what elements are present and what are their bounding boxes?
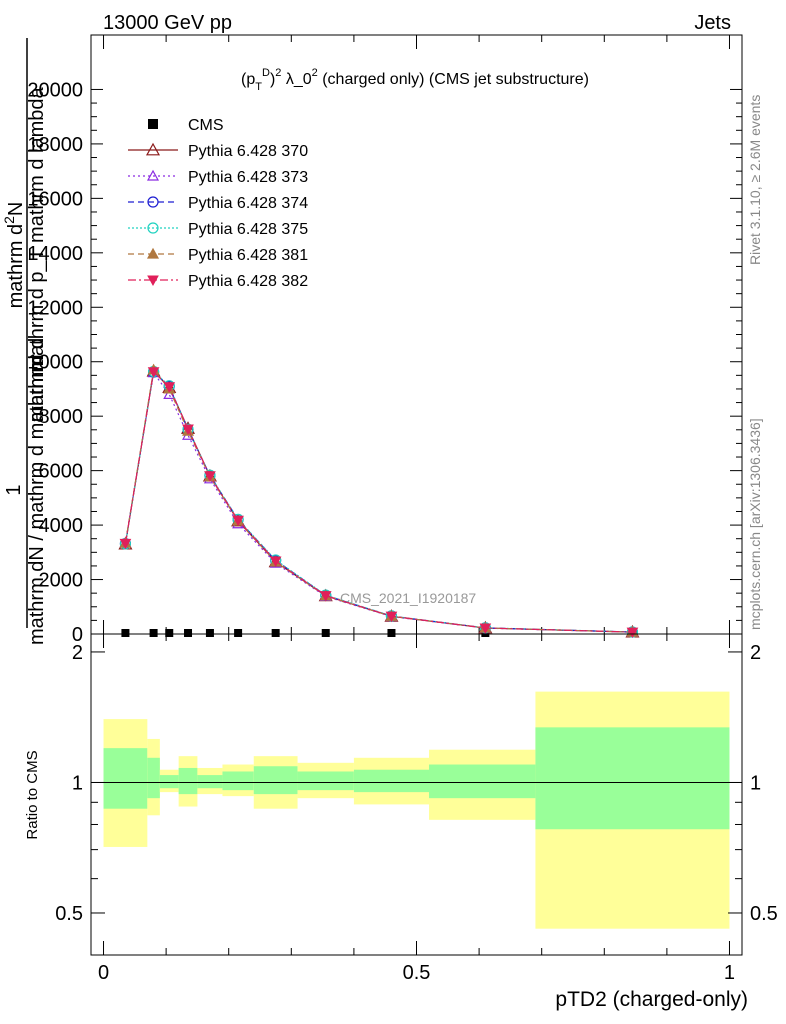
ratio-ytick-label: 1 <box>72 772 83 794</box>
series-point <box>182 424 194 436</box>
ratio-y-label: Ratio to CMS <box>24 750 41 839</box>
series-point <box>163 382 176 393</box>
x-axis-label: pTD2 (charged-only) <box>555 988 748 1011</box>
ratio-ytick-label: 2 <box>72 642 83 664</box>
legend-label: Pythia 6.428 373 <box>188 169 308 186</box>
main-ytick-label: 2000 <box>39 570 84 592</box>
ratio-band-green <box>353 769 430 793</box>
cms-point <box>165 629 174 637</box>
ratio-band-green <box>159 775 179 789</box>
main-ytick-label: 0 <box>72 624 83 646</box>
ratio-band-green <box>253 766 298 795</box>
ratio-panel: 0.5 0.51 12 2 0 0.5 1 <box>55 633 778 984</box>
series-point <box>626 627 639 639</box>
ratio-ytick-label-right: 2 <box>750 642 761 664</box>
header-right: Jets <box>694 12 731 34</box>
legend-label: Pythia 6.428 382 <box>188 273 308 290</box>
ylabel-top: mathrm d2N <box>1 202 27 309</box>
legend-label: Pythia 6.428 375 <box>188 221 308 238</box>
main-ytick-label: 10000 <box>27 352 83 374</box>
legend-marker <box>147 275 159 287</box>
series-point <box>479 623 492 634</box>
ratio-bands <box>103 691 730 929</box>
ylabel-denominator: mathrm dN / mathrm d mathrm d <box>26 355 48 645</box>
series-line <box>124 370 633 633</box>
series-point <box>269 556 282 568</box>
legend-marker <box>145 142 161 156</box>
legend-marker <box>147 196 159 208</box>
series-point <box>232 515 244 527</box>
cms-point <box>121 629 130 637</box>
ratio-ytick-label-right: 0.5 <box>750 903 778 925</box>
main-y-label: mathrm d2N mathrm d p_T mathrm d lambda … <box>1 38 48 645</box>
header-left: 13000 GeV pp <box>103 12 232 34</box>
main-series-group <box>118 363 640 639</box>
ylabel-prefix: 1 <box>3 484 25 495</box>
main-ytick-label: 18000 <box>27 134 83 156</box>
ratio-band-green <box>178 767 198 795</box>
legend-label: Pythia 6.428 370 <box>188 143 308 160</box>
ratio-band-green <box>197 775 223 789</box>
ratio-ytick-label-right: 1 <box>750 772 761 794</box>
main-y-ticks: 0 2000 4000 6000 8000 10000 12000 14000 16000 180… <box>27 79 742 646</box>
main-ytick-label: 6000 <box>39 461 84 483</box>
mcplots-label: mcplots.cern.ch [arXiv:1306.3436] <box>747 418 763 630</box>
ratio-band-green <box>147 757 160 799</box>
plot-title: (pTD)2 λ_02 (charged only) (CMS jet subs… <box>241 67 589 93</box>
series-point <box>147 367 160 378</box>
legend-label: Pythia 6.428 374 <box>188 195 308 212</box>
legend: CMS Pythia 6.428 370 Pythia 6.428 373 Pythi… <box>128 117 308 290</box>
cms-point <box>271 629 280 637</box>
main-ytick-label: 12000 <box>27 297 83 319</box>
series-point <box>319 591 332 602</box>
ratio-ytick-label: 0.5 <box>55 903 83 925</box>
ratio-band-green <box>429 764 536 799</box>
ratio-y-ticks: 0.5 0.5 1 1 2 2 <box>55 642 778 925</box>
legend-marker <box>148 119 158 129</box>
xtick-label: 1 <box>724 962 735 984</box>
main-ytick-label: 4000 <box>39 515 84 537</box>
cms-point <box>387 629 396 637</box>
cms-point <box>205 629 214 637</box>
rivet-label: Rivet 3.1.10, ≥ 2.6M events <box>747 95 763 265</box>
xtick-label: 0.5 <box>403 962 431 984</box>
legend-marker <box>146 247 160 259</box>
legend-marker <box>147 222 159 234</box>
legend-label: Pythia 6.428 381 <box>188 247 308 264</box>
series-point <box>204 471 216 482</box>
watermark: CMS_2021_I1920187 <box>340 590 476 606</box>
series-point <box>119 538 132 550</box>
main-ytick-label: 20000 <box>27 79 83 101</box>
ylabel-bottom: mathrm d p_T mathrm d lambda <box>26 86 48 372</box>
cms-point <box>184 629 193 637</box>
ratio-band-green <box>103 748 148 809</box>
main-ytick-label: 8000 <box>39 406 84 428</box>
ratio-x-ticks: 0 0.5 1 <box>98 634 735 984</box>
main-x-ticks <box>103 35 730 634</box>
cms-point <box>234 629 243 637</box>
main-ytick-label: 14000 <box>27 243 83 265</box>
main-panel: 0 2000 4000 6000 8000 10000 12000 14000 16000 180… <box>27 34 743 646</box>
legend-label: CMS <box>188 117 224 134</box>
cms-point <box>321 629 330 637</box>
cms-point <box>149 629 158 637</box>
ratio-band-green <box>535 727 730 830</box>
series-point <box>385 611 398 623</box>
ratio-band-green <box>222 771 254 791</box>
legend-marker <box>146 169 160 181</box>
ylabel-extra: mathrm d <box>26 338 48 422</box>
xtick-label: 0 <box>98 962 109 984</box>
main-ytick-label: 16000 <box>27 188 83 210</box>
ratio-band-green <box>297 771 354 791</box>
